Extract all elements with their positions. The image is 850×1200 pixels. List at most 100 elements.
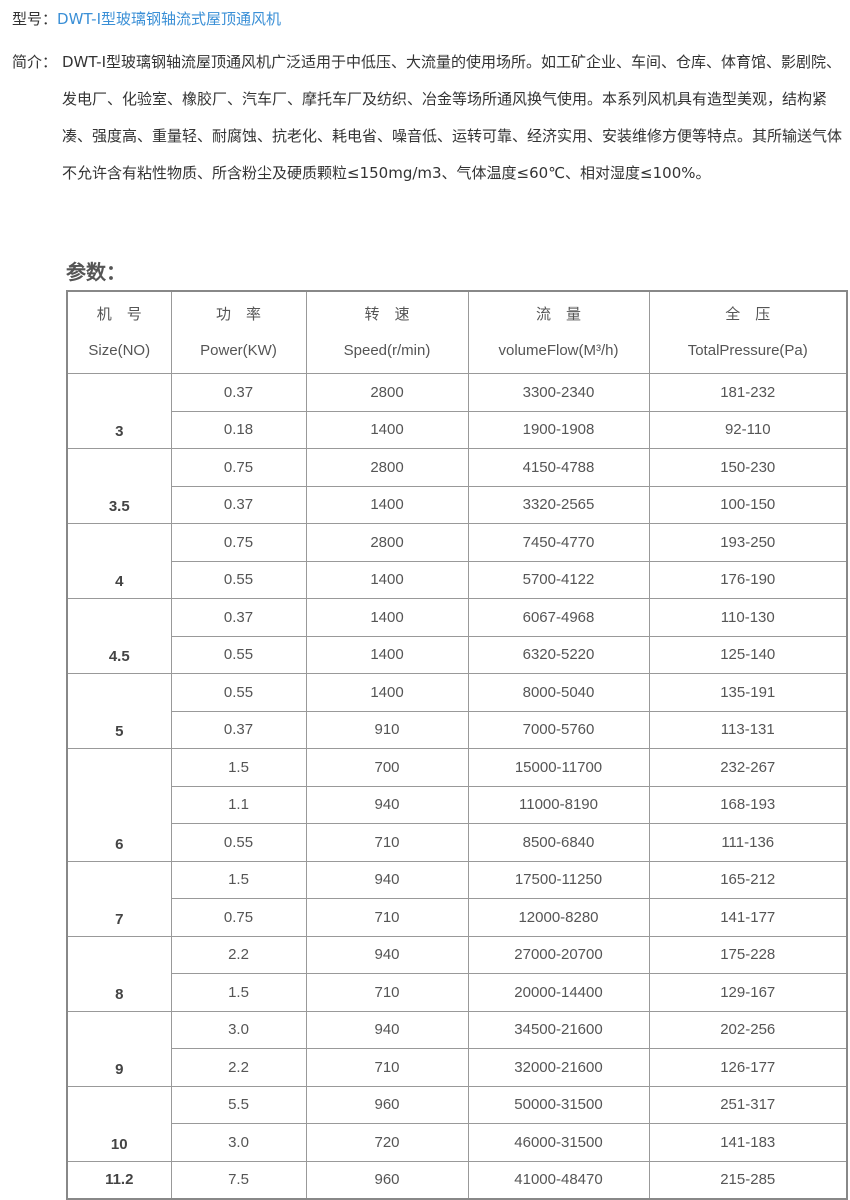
table-cell: 2800 xyxy=(305,373,469,412)
table-cell: 940 xyxy=(305,785,469,824)
table-row: 0.75 710 12000-8280 141-177 xyxy=(67,898,848,937)
table-cell: 940 xyxy=(305,1010,469,1049)
table-cell: 0.55 xyxy=(170,823,307,862)
table-cell: 34500-21600 xyxy=(467,1010,650,1049)
table-cell: 111-136 xyxy=(648,823,848,862)
table-cell: 125-140 xyxy=(648,635,848,674)
table-row: 9 3.0 940 34500-21600 202-256 xyxy=(66,1010,848,1087)
table-cell: 150-230 xyxy=(648,448,848,487)
size-cell: 6 xyxy=(66,748,172,862)
header-en: TotalPressure(Pa) xyxy=(687,341,808,359)
size-cell: 3.5 xyxy=(66,448,172,524)
table-cell: 960 xyxy=(305,1085,469,1124)
table-row: 1.5 710 20000-14400 129-167 xyxy=(67,973,848,1012)
table-cell: 940 xyxy=(305,860,469,899)
table-cell: 1400 xyxy=(305,560,469,599)
size-cell: 8 xyxy=(66,935,172,1012)
size-cell: 5 xyxy=(66,673,172,749)
table-cell: 710 xyxy=(305,1048,469,1087)
table-cell: 1400 xyxy=(305,598,469,637)
table-cell: 2.2 xyxy=(170,1048,307,1087)
table-cell: 0.37 xyxy=(170,373,307,412)
table-cell: 5.5 xyxy=(170,1085,307,1124)
intro-label: 简介： xyxy=(12,53,58,71)
column-header: 流 量 volumeFlow(M³/h) xyxy=(467,290,650,374)
table-row: 11.2 7.5 960 41000-48470 215-285 xyxy=(66,1160,848,1200)
table-cell: 232-267 xyxy=(648,748,848,787)
size-cell: 9 xyxy=(66,1010,172,1087)
table-cell: 940 xyxy=(305,935,469,974)
table-row: 0.55 1400 6320-5220 125-140 xyxy=(67,635,848,674)
table-cell: 1.5 xyxy=(170,748,307,787)
table-cell: 0.37 xyxy=(170,598,307,637)
table-row: 0.18 1400 1900-1908 92-110 xyxy=(67,410,848,449)
table-cell: 11000-8190 xyxy=(467,785,650,824)
table-cell: 1900-1908 xyxy=(467,410,650,449)
table-cell: 100-150 xyxy=(648,485,848,524)
table-cell: 910 xyxy=(305,710,469,749)
table-cell: 710 xyxy=(305,823,469,862)
table-row: 1.1 940 11000-8190 168-193 xyxy=(67,785,848,824)
table-cell: 7450-4770 xyxy=(467,523,650,562)
intro-block: 简介： DWT-I型玻璃钢轴流屋顶通风机广泛适用于中低压、大流量的使用场所。如工… xyxy=(12,44,848,192)
size-cell: 10 xyxy=(66,1085,172,1162)
table-cell: 4150-4788 xyxy=(467,448,650,487)
table-row: 7 1.5 940 17500-11250 165-212 xyxy=(66,860,848,937)
header-cn: 机 号 xyxy=(96,305,142,323)
table-row: 3.5 0.75 2800 4150-4788 150-230 xyxy=(66,448,848,524)
table-cell: 141-183 xyxy=(648,1123,848,1162)
table-row: 6 1.5 700 15000-11700 232-267 xyxy=(66,748,848,862)
params-title: 参数： xyxy=(66,260,126,284)
table-cell: 3.0 xyxy=(170,1123,307,1162)
table-row: 4 0.75 2800 7450-4770 193-250 xyxy=(66,523,848,599)
table-row: 0.55 710 8500-6840 111-136 xyxy=(67,823,848,862)
table-cell: 251-317 xyxy=(648,1085,848,1124)
table-cell: 141-177 xyxy=(648,898,848,937)
model-value: DWT-I型玻璃钢轴流式屋顶通风机 xyxy=(57,10,282,28)
table-row: 2.2 710 32000-21600 126-177 xyxy=(67,1048,848,1087)
table-row: 4.5 0.37 1400 6067-4968 110-130 xyxy=(66,598,848,674)
table-cell: 5700-4122 xyxy=(467,560,650,599)
table-cell: 0.18 xyxy=(170,410,307,449)
table-cell: 41000-48470 xyxy=(467,1160,650,1200)
table-cell: 700 xyxy=(305,748,469,787)
table-cell: 135-191 xyxy=(648,673,848,712)
table-cell: 8500-6840 xyxy=(467,823,650,862)
table-cell: 710 xyxy=(305,973,469,1012)
header-cn: 功 率 xyxy=(215,305,261,323)
size-cell: 3 xyxy=(66,373,172,449)
table-cell: 193-250 xyxy=(648,523,848,562)
model-label: 型号： xyxy=(12,10,58,28)
table-cell: 7.5 xyxy=(170,1160,307,1200)
table-cell: 168-193 xyxy=(648,785,848,824)
table-row: 3 0.37 2800 3300-2340 181-232 xyxy=(66,373,848,449)
table-cell: 126-177 xyxy=(648,1048,848,1087)
table-cell: 0.37 xyxy=(170,485,307,524)
table-cell: 710 xyxy=(305,898,469,937)
model-line: 型号：DWT-I型玻璃钢轴流式屋顶通风机 xyxy=(12,8,281,29)
column-header: 全 压 TotalPressure(Pa) xyxy=(648,290,848,374)
table-cell: 0.55 xyxy=(170,560,307,599)
table-cell: 176-190 xyxy=(648,560,848,599)
table-row: 10 5.5 960 50000-31500 251-317 xyxy=(66,1085,848,1162)
table-cell: 2800 xyxy=(305,523,469,562)
header-en: Speed(r/min) xyxy=(343,341,431,359)
table-cell: 15000-11700 xyxy=(467,748,650,787)
table-cell: 0.37 xyxy=(170,710,307,749)
header-en: volumeFlow(M³/h) xyxy=(498,341,619,359)
intro-text: DWT-I型玻璃钢轴流屋顶通风机广泛适用于中低压、大流量的使用场所。如工矿企业、… xyxy=(62,53,843,182)
table-cell: 27000-20700 xyxy=(467,935,650,974)
table-cell: 2.2 xyxy=(170,935,307,974)
table-cell: 181-232 xyxy=(648,373,848,412)
header-en: Power(KW) xyxy=(200,341,277,359)
table-cell: 0.75 xyxy=(170,523,307,562)
table-cell: 17500-11250 xyxy=(467,860,650,899)
size-cell: 4.5 xyxy=(66,598,172,674)
table-row: 0.55 1400 5700-4122 176-190 xyxy=(67,560,848,599)
column-header: 机 号 Size(NO) xyxy=(66,290,172,374)
table-cell: 46000-31500 xyxy=(467,1123,650,1162)
table-cell: 720 xyxy=(305,1123,469,1162)
table-cell: 50000-31500 xyxy=(467,1085,650,1124)
table-cell: 165-212 xyxy=(648,860,848,899)
table-cell: 0.55 xyxy=(170,673,307,712)
